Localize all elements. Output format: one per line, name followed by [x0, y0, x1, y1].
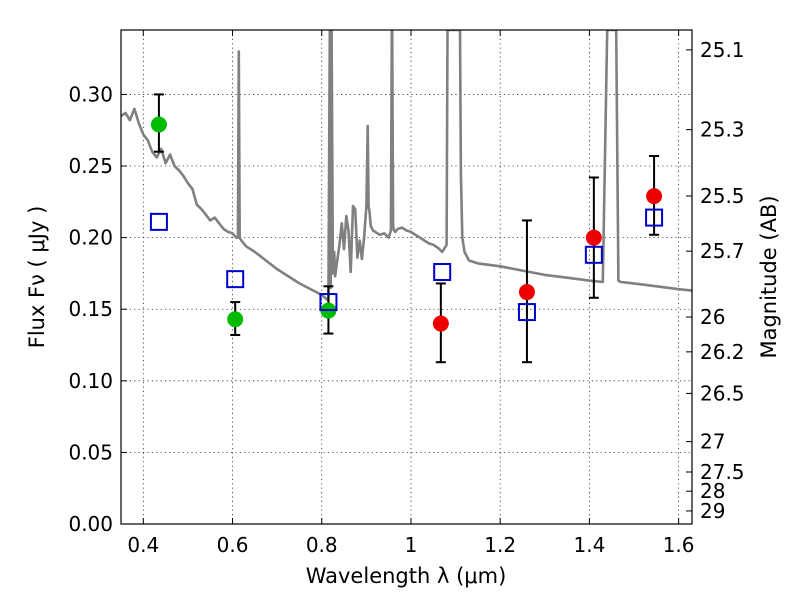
- model-point-square: [645, 208, 664, 227]
- x-tick-label: 0.4: [127, 533, 159, 557]
- x-axis-label: Wavelength λ (μm): [306, 564, 507, 588]
- y-axis-left: 0.00 0.05 0.10 0.15 0.20 0.25 0.30: [68, 82, 127, 536]
- right-tick-label: 26: [700, 305, 725, 329]
- x-axis: 0.4 0.6 0.8 1 1.2 1.4 1.6: [127, 30, 695, 557]
- right-tick-label: 25.7: [700, 239, 745, 263]
- x-tick-label: 1.2: [484, 533, 516, 557]
- y-tick-label: 0.15: [68, 297, 113, 321]
- right-tick-label: 29: [700, 499, 725, 523]
- model-point-square: [319, 293, 338, 312]
- right-tick-label: 28: [700, 479, 725, 503]
- data-point-circle: [150, 116, 167, 133]
- y-axis-right-label: Magnitude (AB): [757, 195, 781, 358]
- plot-area: [121, 30, 692, 364]
- right-tick-label: 25.3: [700, 118, 745, 142]
- right-tick-label: 25.1: [700, 38, 745, 62]
- y-axis-label: Flux Fν ( μJy ): [25, 206, 49, 349]
- x-tick-label: 0.6: [217, 533, 249, 557]
- x-tick-label: 1: [405, 533, 418, 557]
- model-point-square: [226, 270, 245, 289]
- plot-frame: [120, 29, 693, 525]
- model-point-square: [433, 262, 452, 281]
- spectrum-line: [121, 30, 692, 302]
- right-tick-label: 25.5: [700, 184, 745, 208]
- x-tick-label: 0.8: [306, 533, 338, 557]
- data-point-circle: [432, 315, 449, 332]
- right-tick-label: 27.5: [700, 460, 745, 484]
- model-point-square: [149, 212, 168, 231]
- y-tick-label: 0.10: [68, 369, 113, 393]
- data-point-circle: [227, 311, 244, 328]
- x-tick-label: 1.4: [573, 533, 605, 557]
- data-point-circle: [518, 284, 535, 301]
- model-point-square: [584, 245, 603, 264]
- right-tick-label: 26.2: [700, 340, 745, 364]
- model-point-square: [517, 303, 536, 322]
- y-tick-label: 0.30: [68, 82, 113, 106]
- y-tick-label: 0.00: [68, 512, 113, 536]
- data-point-circle: [585, 229, 602, 246]
- right-tick-label: 27: [700, 430, 725, 454]
- right-tick-label: 26.5: [700, 381, 745, 405]
- data-point-circle: [646, 188, 663, 205]
- y-tick-label: 0.25: [68, 154, 113, 178]
- x-tick-label: 1.6: [663, 533, 695, 557]
- y-tick-label: 0.20: [68, 226, 113, 250]
- y-tick-label: 0.05: [68, 440, 113, 464]
